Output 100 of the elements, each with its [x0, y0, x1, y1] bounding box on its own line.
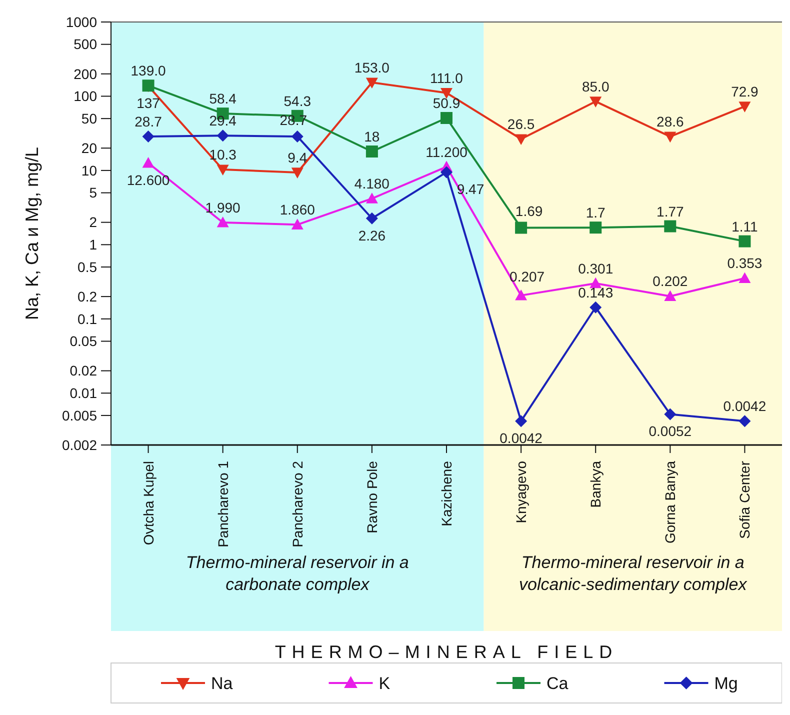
text: THERMO–MINERAL FIELD: [274, 642, 618, 662]
data-label: 1.11: [732, 218, 758, 234]
point: [366, 146, 378, 158]
legend-label: K: [378, 674, 391, 693]
point: [291, 218, 304, 230]
point: [515, 222, 528, 234]
point: [738, 235, 751, 248]
y-tick-label: 0.05: [70, 333, 98, 350]
data-label: 85.0: [582, 78, 610, 94]
y-tick-label: 50: [81, 110, 98, 126]
point: [291, 168, 304, 178]
data-label: 0.207: [510, 268, 545, 284]
y-tick-label: 5: [89, 184, 98, 201]
point: [216, 216, 229, 228]
data-label: 18: [364, 128, 380, 144]
x-tick-label: Bankya: [588, 460, 604, 508]
data-label: 0.301: [578, 260, 614, 276]
point: [590, 96, 602, 108]
point: [216, 130, 229, 142]
point: [738, 272, 751, 284]
data-label: 1.990: [205, 199, 241, 216]
x-tick-label: Pancharevo 2: [289, 460, 306, 548]
x-tick-label: Gorna Banya: [662, 460, 678, 544]
data-label: 0.0042: [500, 430, 543, 446]
point: [664, 220, 676, 232]
point: [515, 289, 528, 300]
data-label: 0.0042: [723, 398, 766, 414]
y-tick-label: 200: [74, 66, 98, 82]
data-label: 4.180: [354, 176, 390, 192]
y-tick-label: 10: [81, 162, 98, 178]
point: [590, 301, 602, 314]
point: [366, 78, 378, 89]
text: Thermo-mineral reservoir in a volcanic-sedimentary complex: [519, 553, 748, 594]
data-label: 9.4: [288, 149, 308, 166]
point: [664, 408, 676, 420]
point: [590, 277, 602, 288]
legend-label: Mg: [714, 674, 738, 693]
y-axis-title: Na, K, Ca и Mg, mg/L: [22, 146, 42, 320]
text: Thermo-mineral reservoir in a carbonate complex: [186, 553, 409, 594]
x-tick-label: Knyagevo: [513, 460, 530, 524]
y-tick-label: 0.002: [62, 436, 98, 453]
y-tick-label: 0.2: [78, 288, 98, 304]
y-tick-label: 2: [89, 214, 98, 230]
point: [291, 130, 304, 142]
y-tick-label: 0.5: [78, 258, 98, 275]
legend-label: Na: [211, 674, 234, 693]
point: [440, 112, 452, 124]
y-tick-label: 100: [74, 88, 98, 104]
data-label: 50.9: [432, 94, 460, 111]
y-tick-label: 1: [89, 236, 98, 253]
data-label: 28.7: [280, 112, 308, 128]
data-label: 26.5: [507, 116, 535, 132]
data-label: 0.0052: [648, 423, 692, 440]
point: [216, 164, 229, 176]
point: [440, 166, 452, 178]
data-label: 54.3: [284, 92, 312, 109]
data-label: 153.0: [354, 60, 390, 76]
point: [515, 415, 528, 428]
data-label: 58.4: [209, 90, 237, 107]
data-label: 28.6: [656, 114, 684, 130]
point: [664, 290, 676, 302]
data-label: 1.860: [280, 202, 316, 218]
legend-label: Ca: [546, 674, 569, 693]
point: [142, 157, 154, 168]
data-label: 28.7: [134, 113, 162, 130]
y-tick-label: 0.01: [70, 385, 98, 402]
data-label: 139.0: [130, 62, 166, 79]
data-label: 0.353: [727, 255, 762, 272]
y-tick-label: 0.1: [78, 310, 98, 327]
data-label: 72.9: [731, 83, 759, 100]
point: [440, 88, 452, 99]
point: [590, 222, 602, 234]
x-tick-label: Kazichene: [438, 460, 454, 526]
x-tick-label: Pancharevo 1: [214, 460, 231, 548]
data-label: 11.200: [426, 144, 468, 160]
point: [515, 134, 528, 146]
point: [366, 192, 378, 204]
data-label: 1.69: [515, 202, 543, 219]
data-label: 111.0: [430, 70, 464, 86]
point: [738, 102, 751, 112]
data-label: 1.7: [586, 204, 606, 221]
y-tick-label: 0.02: [70, 362, 98, 379]
point: [738, 415, 751, 428]
data-label: 137: [136, 95, 160, 112]
data-label: 0.202: [652, 273, 688, 290]
data-label: 10.3: [209, 146, 237, 162]
data-label: 1.77: [656, 203, 684, 220]
point: [142, 130, 154, 142]
data-label: 29.4: [209, 112, 237, 129]
x-tick-label: Ovtcha Kupel: [140, 461, 156, 546]
data-label: 2.26: [358, 227, 386, 244]
x-tick-label: Ravno Pole: [364, 460, 380, 534]
y-tick-label: 0.005: [62, 407, 98, 424]
x-tick-label: Sofia Center: [736, 460, 753, 539]
point: [366, 212, 378, 224]
data-label: 12.600: [126, 172, 170, 188]
y-tick-label: 1000: [66, 14, 98, 30]
data-label: 0.143: [578, 284, 614, 300]
y-tick-label: 500: [74, 36, 98, 52]
y-tick-label: 20: [81, 140, 98, 156]
